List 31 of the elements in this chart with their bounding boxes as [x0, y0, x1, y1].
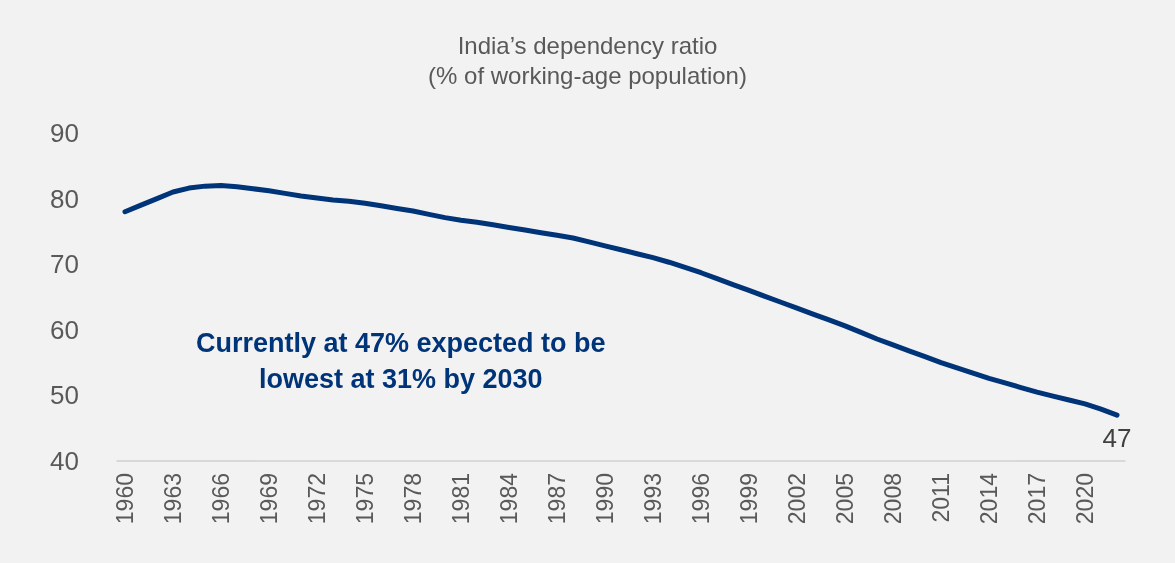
- y-tick-label: 70: [50, 249, 79, 280]
- x-tick-label: 1990: [592, 473, 618, 525]
- x-tick-label: 2017: [1024, 473, 1050, 525]
- x-tick-label: 1966: [208, 473, 234, 525]
- y-tick-label: 90: [50, 118, 79, 148]
- chart-title: India’s dependency ratio: [457, 31, 718, 59]
- x-tick-label: 1960: [112, 473, 138, 525]
- y-tick-label: 50: [50, 380, 79, 411]
- x-tick-label: 2008: [880, 473, 906, 525]
- x-tick-label: 1996: [688, 473, 714, 525]
- y-tick-label: 40: [50, 446, 79, 476]
- x-tick-label: 1963: [160, 473, 186, 525]
- x-tick-label: 1969: [256, 473, 282, 525]
- x-tick-label: 2014: [976, 472, 1002, 525]
- x-tick-label: 1993: [640, 473, 666, 525]
- x-tick-label: 1984: [496, 472, 522, 525]
- x-tick-label: 2005: [832, 473, 858, 525]
- chart-subtitle: (% of working-age population): [428, 61, 747, 89]
- x-tick-label: 1987: [544, 473, 570, 525]
- x-tick-label: 1975: [352, 473, 378, 525]
- annotation: Currently at 47% expected to be lowest at 31% by 2030: [195, 328, 606, 394]
- y-tick-label: 80: [50, 183, 79, 214]
- x-tick-label: 1981: [448, 473, 474, 525]
- y-tick-label: 60: [50, 314, 79, 345]
- x-tick-label: 1978: [400, 473, 426, 525]
- data-label: 47: [1102, 423, 1132, 454]
- x-tick-label: 2002: [784, 473, 810, 525]
- x-tick-label: 2020: [1072, 473, 1098, 525]
- x-tick-label: 1999: [736, 473, 762, 525]
- x-tick-label: 2011: [928, 473, 954, 523]
- x-tick-label: 1972: [304, 473, 330, 525]
